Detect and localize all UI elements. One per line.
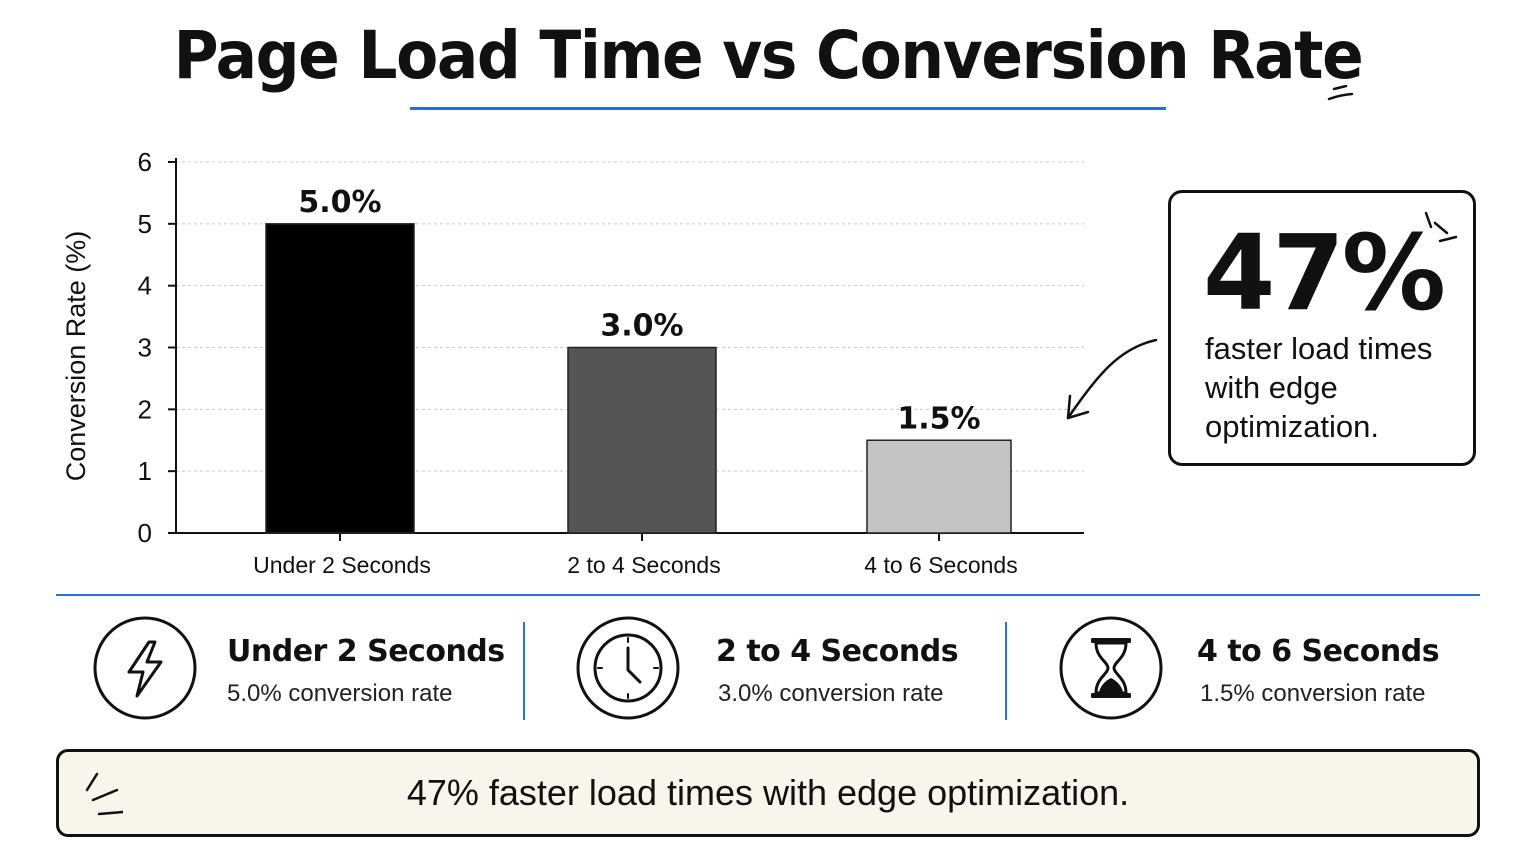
y-tick-label: 5 (138, 209, 152, 239)
bars: 5.0% 3.0% 1.5% (265, 185, 1012, 534)
title-accent-marks (1327, 85, 1354, 101)
y-tick-label: 3 (138, 333, 152, 363)
y-tick-label: 1 (138, 456, 152, 486)
bar-data-label: 5.0% (298, 185, 381, 220)
x-axis: Under 2 Seconds 2 to 4 Seconds 4 to 6 Seco… (168, 532, 1084, 578)
spark-icon (1424, 211, 1458, 243)
y-tick-label: 2 (138, 394, 152, 424)
y-axis: 0 1 2 3 4 5 6 (138, 147, 177, 548)
spark-icon (85, 772, 123, 816)
stat-separator (523, 622, 525, 720)
stat-title: 4 to 6 Seconds (1197, 634, 1440, 669)
y-axis-label: Conversion Rate (%) (61, 231, 91, 482)
y-tick-label: 0 (138, 518, 152, 548)
bar (567, 346, 717, 534)
clock-icon (576, 616, 680, 720)
bar-data-label: 1.5% (897, 401, 980, 436)
bar-chart: 0 1 2 3 4 5 6 Under 2 Seconds 2 to 4 Seconds 4 t… (61, 147, 1084, 578)
y-tick-label: 6 (138, 147, 152, 177)
x-tick-label: Under 2 Seconds (253, 552, 431, 578)
x-tick-label: 4 to 6 Seconds (864, 552, 1017, 578)
stat-title: Under 2 Seconds (227, 634, 505, 669)
summary-banner: 47% faster load times with edge optimiza… (56, 749, 1480, 837)
bar (265, 223, 415, 534)
title-underline (410, 107, 1166, 110)
curved-arrow-icon (1066, 338, 1158, 420)
stat-callout-box: 47% faster load times with edge optimiza… (1168, 190, 1476, 466)
stat-separator (1005, 622, 1007, 720)
bar (866, 439, 1012, 534)
stat-title: 2 to 4 Seconds (716, 634, 959, 669)
stat-subtitle: 5.0% conversion rate (227, 680, 453, 707)
stat-subtitle: 1.5% conversion rate (1200, 680, 1426, 707)
hourglass-icon (1059, 616, 1163, 720)
chart-title: Page Load Time vs Conversion Rate (173, 17, 1364, 94)
bar-data-label: 3.0% (600, 309, 683, 344)
section-divider (56, 594, 1480, 596)
y-tick-label: 4 (138, 271, 152, 301)
lightning-bolt-icon (93, 616, 197, 720)
callout-value: 47% (1203, 212, 1446, 334)
callout-text: faster load times with edge optimization… (1205, 331, 1433, 444)
stat-subtitle: 3.0% conversion rate (718, 680, 944, 707)
banner-text: 47% faster load times with edge optimiza… (406, 772, 1130, 813)
x-tick-label: 2 to 4 Seconds (567, 552, 720, 578)
